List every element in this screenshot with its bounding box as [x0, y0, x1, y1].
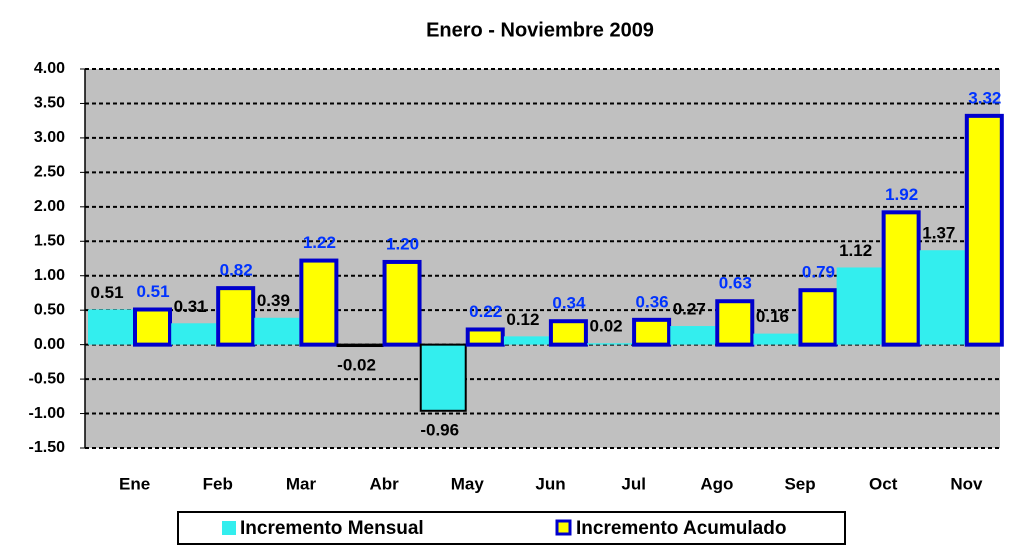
plot-area	[85, 69, 1000, 448]
data-label: 0.51	[136, 282, 169, 301]
data-label: 0.12	[506, 310, 539, 329]
data-label: 1.37	[922, 224, 955, 243]
y-tick-label: -1.00	[29, 405, 66, 422]
bar	[299, 258, 339, 347]
bar	[798, 288, 838, 347]
bar	[419, 343, 467, 412]
x-tick-label: Nov	[950, 474, 983, 493]
bar	[919, 250, 965, 345]
data-label: 0.02	[590, 317, 623, 336]
legend-label: Incremento Mensual	[240, 518, 424, 539]
data-label: 1.20	[386, 234, 419, 253]
y-tick-label: -1.50	[29, 439, 66, 456]
data-label: 0.63	[719, 274, 752, 293]
data-label: 0.22	[469, 302, 502, 321]
data-label: 0.27	[673, 300, 706, 319]
y-tick-label: 3.50	[34, 95, 65, 112]
data-label: 1.92	[885, 185, 918, 204]
y-tick-label: -0.50	[29, 370, 66, 387]
bar	[336, 343, 384, 348]
legend-box	[177, 511, 846, 545]
bar	[881, 210, 921, 347]
x-tick-label: Sep	[784, 474, 815, 493]
x-tick-label: Mar	[286, 474, 317, 493]
bar	[753, 333, 799, 345]
data-label: 1.12	[839, 241, 872, 260]
bar	[632, 317, 672, 347]
data-label: -0.02	[337, 355, 376, 374]
data-label: 3.32	[968, 88, 1001, 107]
data-label: 0.34	[552, 294, 586, 313]
x-tick-label: Abr	[369, 474, 399, 493]
bar	[715, 299, 755, 347]
data-label: 0.31	[174, 297, 207, 316]
bar	[382, 259, 422, 347]
legend-swatch	[222, 521, 236, 535]
bar	[836, 267, 882, 345]
bar	[964, 113, 1004, 347]
bar	[88, 309, 133, 345]
y-tick-label: 0.00	[34, 336, 65, 353]
bar	[587, 343, 633, 345]
bar	[254, 317, 300, 345]
bar	[465, 327, 505, 347]
data-label: 1.22	[303, 233, 336, 252]
x-tick-label: May	[451, 474, 485, 493]
y-tick-label: 1.00	[34, 267, 65, 284]
x-tick-label: Ene	[119, 474, 150, 493]
y-tick-label: 4.00	[34, 60, 65, 77]
data-label: 0.82	[220, 261, 253, 280]
y-tick-label: 0.50	[34, 301, 65, 318]
y-tick-label: 1.50	[34, 232, 65, 249]
bar	[548, 319, 588, 347]
x-tick-label: Ago	[700, 474, 733, 493]
x-tick-label: Jul	[621, 474, 646, 493]
bar	[171, 323, 217, 345]
bar	[670, 326, 716, 345]
legend-label: Incremento Acumulado	[576, 518, 786, 539]
x-tick-label: Feb	[203, 474, 233, 493]
bar	[216, 286, 256, 347]
data-label: 0.16	[756, 307, 789, 326]
y-tick-label: 3.00	[34, 129, 65, 146]
x-tick-label: Jun	[535, 474, 565, 493]
data-label: 0.79	[802, 263, 835, 282]
y-tick-label: 2.50	[34, 164, 65, 181]
bar	[503, 336, 549, 345]
data-label: 0.36	[636, 292, 669, 311]
y-tick-label: 2.00	[34, 198, 65, 215]
data-label: 0.39	[257, 291, 290, 310]
chart-title: Enero - Noviembre 2009	[426, 19, 654, 41]
x-tick-label: Oct	[869, 474, 898, 493]
data-label: -0.96	[420, 420, 459, 439]
data-label: 0.51	[90, 283, 123, 302]
legend-swatch	[555, 519, 572, 536]
bar	[133, 307, 172, 347]
